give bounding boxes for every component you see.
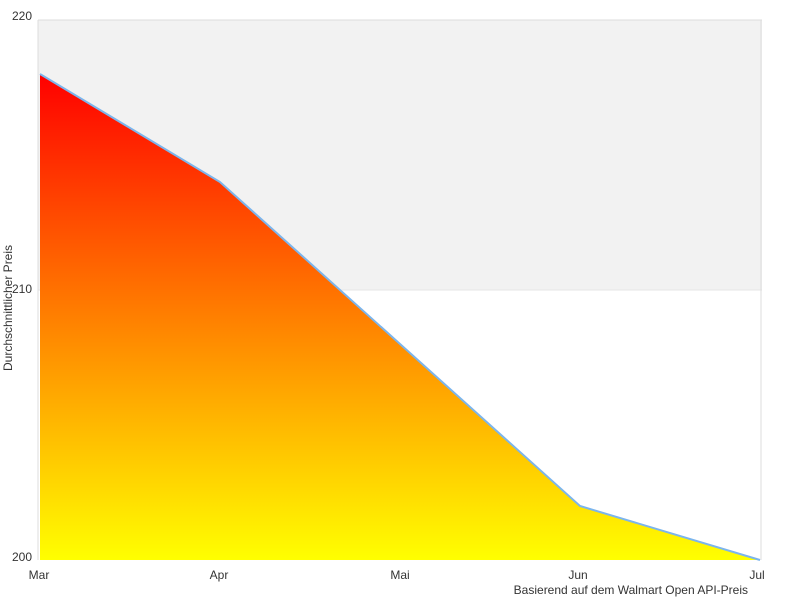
- x-tick-label-mai: Mai: [390, 568, 409, 582]
- y-tick-label-210: 210: [12, 282, 32, 296]
- y-tick-label-220: 220: [12, 9, 32, 23]
- x-tick-label-jul: Jul: [749, 568, 764, 582]
- y-tick-label-200: 200: [12, 550, 32, 564]
- series-line: [39, 73, 761, 561]
- y-axis-title: Durchschnittlicher Preis: [1, 245, 15, 371]
- x-tick-label-jun: Jun: [568, 568, 587, 582]
- x-tick-label-mar: Mar: [29, 568, 50, 582]
- chart-caption: Basierend auf dem Walmart Open API-Preis: [514, 583, 748, 597]
- area-series: [40, 74, 760, 560]
- x-tick-label-apr: Apr: [210, 568, 229, 582]
